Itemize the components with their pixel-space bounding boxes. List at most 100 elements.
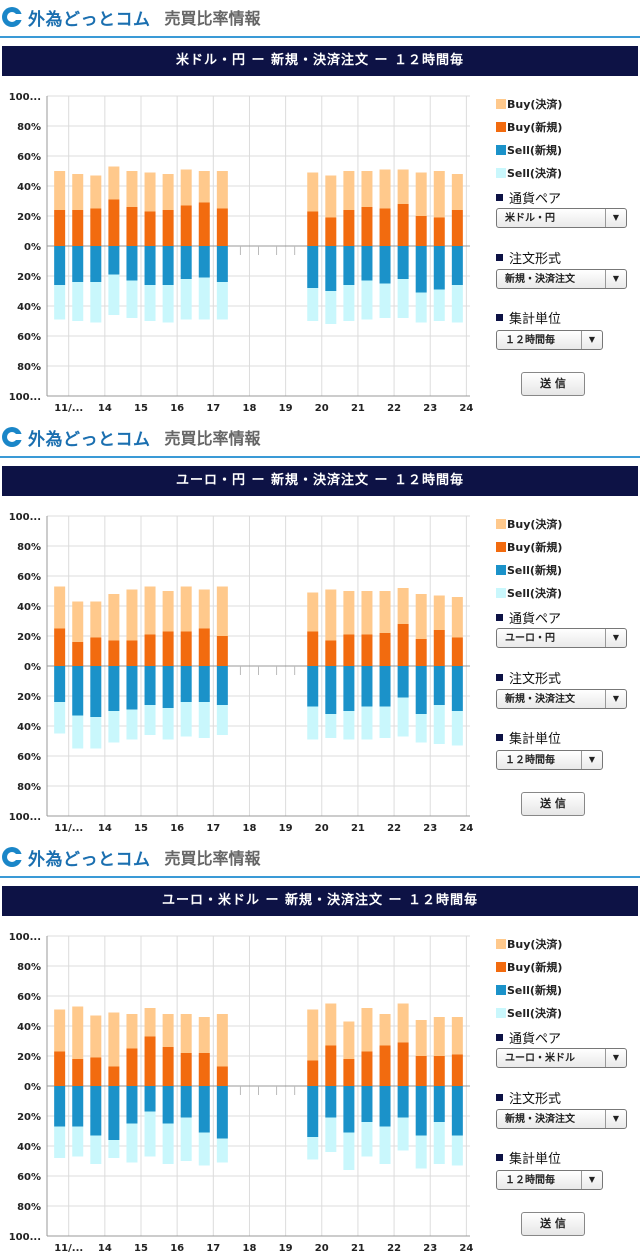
x-tick-label: 15 <box>134 823 148 834</box>
chart-title: 米ドル・円 ー 新規・決済注文 ー １２時間毎 <box>2 46 638 76</box>
legend-label: Buy(新規) <box>507 960 563 974</box>
y-tick-label: 80% <box>17 122 41 133</box>
order-type-select[interactable]: 新規・決済注文 ▼ <box>496 689 627 709</box>
legend-label: Buy(新規) <box>507 540 563 554</box>
x-tick-label: 17 <box>206 403 220 414</box>
bullet-icon <box>496 614 503 621</box>
x-tick-label: 16 <box>170 1243 184 1254</box>
bar-sell-close <box>108 1140 120 1158</box>
bar-sell-new <box>325 1086 337 1118</box>
logo-text: 外為どっとコム <box>28 9 151 30</box>
bar-buy-new <box>307 211 319 246</box>
bar-buy-new <box>379 1045 391 1086</box>
bar-buy-close <box>451 1017 463 1055</box>
send-button[interactable]: 送 信 <box>521 1212 585 1236</box>
bar-sell-close <box>451 1135 463 1166</box>
order-type-label: 注文形式 <box>496 248 561 267</box>
bar-sell-new <box>343 1086 355 1133</box>
bar-sell-close <box>198 702 210 738</box>
bar-buy-close <box>72 1006 84 1059</box>
currency-pair-label: 通貨ペア <box>496 188 561 207</box>
bar-buy-new <box>361 1051 373 1086</box>
send-button[interactable]: 送 信 <box>521 372 585 396</box>
bar-buy-close <box>126 171 138 207</box>
bar-sell-close <box>126 1123 138 1163</box>
bar-sell-new <box>198 666 210 702</box>
bar-sell-close <box>325 1117 337 1152</box>
bar-buy-close <box>343 591 355 635</box>
bar-sell-close <box>433 1122 445 1164</box>
bar-buy-close <box>198 171 210 203</box>
bar-sell-close <box>54 702 66 734</box>
bar-sell-new <box>379 666 391 707</box>
bullet-icon <box>496 734 503 741</box>
chevron-down-icon: ▼ <box>605 270 626 288</box>
legend-swatch <box>496 587 506 598</box>
bar-buy-close <box>162 174 174 210</box>
page-title: 売買比率情報 <box>164 9 261 28</box>
legend-swatch <box>496 564 506 575</box>
order-type-select[interactable]: 新規・決済注文 ▼ <box>496 1109 627 1129</box>
bar-buy-new <box>180 631 192 666</box>
legend: Buy(決済) Buy(新規) Sell(新規) Sell(決済) <box>496 92 562 184</box>
legend-swatch <box>496 1007 506 1018</box>
x-tick-label: 23 <box>423 403 437 414</box>
bar-sell-new <box>325 246 337 291</box>
bar-sell-close <box>361 1122 373 1157</box>
bar-buy-close <box>144 1008 156 1037</box>
bar-sell-new <box>180 246 192 279</box>
x-tick-label: 11/... <box>54 823 83 834</box>
bar-buy-new <box>90 208 102 246</box>
currency-pair-select[interactable]: ユーロ・米ドル ▼ <box>496 1048 627 1068</box>
legend-item: Buy(決済) <box>496 512 562 535</box>
bar-sell-close <box>325 714 337 738</box>
order-type-select[interactable]: 新規・決済注文 ▼ <box>496 269 627 289</box>
bar-sell-new <box>144 666 156 705</box>
currency-pair-select[interactable]: ユーロ・円 ▼ <box>496 628 627 648</box>
bar-sell-new <box>343 246 355 285</box>
bar-sell-close <box>126 280 138 318</box>
bar-buy-new <box>216 636 228 666</box>
page-title: 売買比率情報 <box>164 429 261 448</box>
unit-select[interactable]: １２時間毎 ▼ <box>496 750 603 770</box>
bar-sell-new <box>433 246 445 290</box>
bar-buy-close <box>144 586 156 635</box>
bar-buy-new <box>90 1057 102 1086</box>
bar-sell-new <box>397 666 409 698</box>
bar-sell-close <box>216 282 228 320</box>
logo-icon <box>2 7 24 27</box>
x-tick-label: 16 <box>170 403 184 414</box>
bar-sell-close <box>343 285 355 321</box>
bar-buy-new <box>108 640 120 666</box>
currency-pair-value: ユーロ・米ドル <box>505 1053 575 1064</box>
bar-buy-close <box>325 1003 337 1046</box>
bar-buy-new <box>433 217 445 246</box>
bar-buy-close <box>198 1017 210 1053</box>
bar-buy-new <box>108 199 120 246</box>
bar-sell-close <box>90 717 102 749</box>
unit-select[interactable]: １２時間毎 ▼ <box>496 1170 603 1190</box>
x-tick-label: 11/... <box>54 403 83 414</box>
bar-buy-close <box>180 1014 192 1053</box>
bar-sell-close <box>54 285 66 320</box>
bar-sell-close <box>90 282 102 323</box>
bar-buy-new <box>216 208 228 246</box>
legend-label: Buy(新規) <box>507 120 563 134</box>
legend-label: Sell(新規) <box>507 983 562 997</box>
unit-value: １２時間毎 <box>505 755 555 766</box>
send-button[interactable]: 送 信 <box>521 792 585 816</box>
legend-item: Sell(決済) <box>496 1001 562 1024</box>
legend-swatch <box>496 167 506 178</box>
currency-pair-select[interactable]: 米ドル・円 ▼ <box>496 208 627 228</box>
bar-sell-close <box>415 292 427 323</box>
bar-sell-new <box>325 666 337 714</box>
bar-buy-close <box>126 1014 138 1049</box>
legend-item: Buy(決済) <box>496 932 562 955</box>
x-tick-label: 18 <box>243 823 257 834</box>
bar-buy-new <box>343 1059 355 1086</box>
unit-select[interactable]: １２時間毎 ▼ <box>496 330 603 350</box>
bar-buy-close <box>307 592 319 632</box>
bar-buy-new <box>325 640 337 666</box>
bar-sell-new <box>162 1086 174 1124</box>
logo-icon <box>2 427 24 447</box>
